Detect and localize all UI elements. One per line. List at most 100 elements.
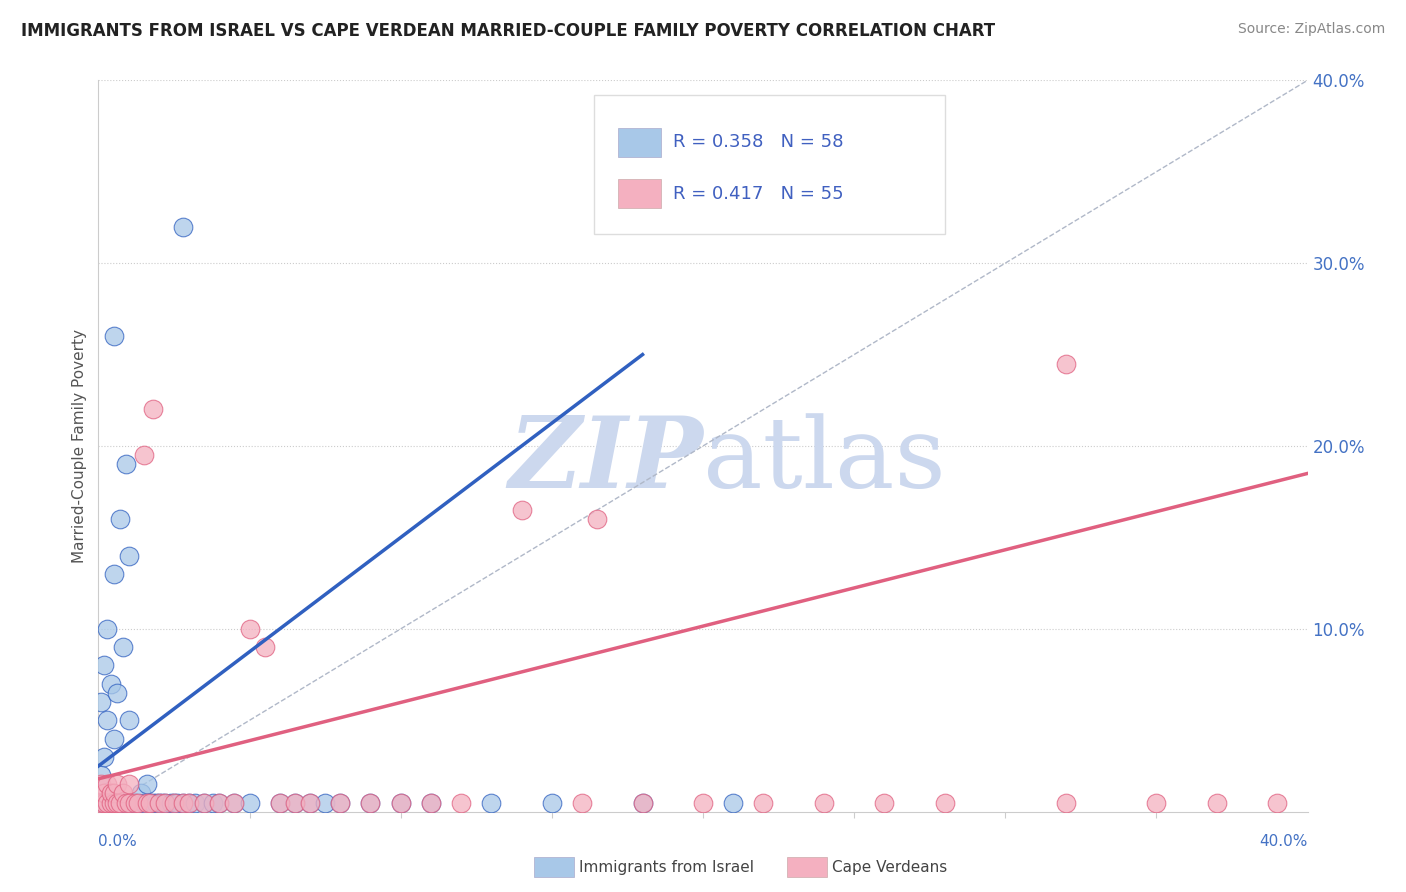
Point <box>145 796 167 810</box>
Point <box>631 796 654 810</box>
Point <box>179 796 201 810</box>
Point <box>100 787 122 801</box>
Text: Cape Verdeans: Cape Verdeans <box>832 860 948 874</box>
Point <box>329 796 352 810</box>
Text: R = 0.417   N = 55: R = 0.417 N = 55 <box>672 185 844 202</box>
Point <box>284 796 307 810</box>
Point <box>129 787 152 801</box>
FancyBboxPatch shape <box>619 179 661 209</box>
Point <box>96 622 118 636</box>
Point <box>329 796 352 810</box>
Point <box>224 796 246 810</box>
Point <box>100 676 122 690</box>
Point <box>360 796 382 810</box>
Point <box>121 796 143 810</box>
Point <box>132 796 155 810</box>
Text: 0.0%: 0.0% <box>98 834 138 849</box>
Y-axis label: Married-Couple Family Poverty: Married-Couple Family Poverty <box>72 329 87 563</box>
Point <box>139 796 162 810</box>
Point <box>153 796 176 810</box>
Point <box>103 567 125 582</box>
Point <box>96 796 118 810</box>
Point <box>450 796 472 810</box>
Point <box>153 796 176 810</box>
Point <box>148 796 170 810</box>
Point <box>105 796 128 810</box>
Point <box>142 796 165 810</box>
Point <box>105 686 128 700</box>
Point <box>108 512 131 526</box>
Point <box>90 768 112 782</box>
Point <box>208 796 231 810</box>
Point <box>103 731 125 746</box>
Text: Source: ZipAtlas.com: Source: ZipAtlas.com <box>1237 22 1385 37</box>
Text: Immigrants from Israel: Immigrants from Israel <box>579 860 754 874</box>
Point <box>193 796 215 810</box>
Point <box>299 796 322 810</box>
Point <box>166 796 188 810</box>
Point <box>360 796 382 810</box>
Point <box>93 787 115 801</box>
Point <box>813 796 835 810</box>
Text: 40.0%: 40.0% <box>1260 834 1308 849</box>
Point <box>118 714 141 728</box>
Point <box>184 796 207 810</box>
Point <box>105 777 128 791</box>
Point <box>90 796 112 810</box>
Point <box>148 796 170 810</box>
Point <box>269 796 291 810</box>
Point <box>103 796 125 810</box>
Point <box>111 787 134 801</box>
Point <box>118 796 141 810</box>
Point <box>510 503 533 517</box>
FancyBboxPatch shape <box>595 95 945 234</box>
Point <box>172 796 194 810</box>
Point <box>1054 796 1077 810</box>
Point <box>420 796 443 810</box>
Point <box>571 796 593 810</box>
Point <box>540 796 562 810</box>
Point <box>202 796 225 810</box>
Text: ZIP: ZIP <box>508 412 703 508</box>
Point <box>1206 796 1229 810</box>
Point <box>269 796 291 810</box>
Point <box>224 796 246 810</box>
Point <box>873 796 896 810</box>
Point <box>127 796 149 810</box>
Point <box>299 796 322 810</box>
Point <box>100 796 122 810</box>
Text: IMMIGRANTS FROM ISRAEL VS CAPE VERDEAN MARRIED-COUPLE FAMILY POVERTY CORRELATION: IMMIGRANTS FROM ISRAEL VS CAPE VERDEAN M… <box>21 22 995 40</box>
Point <box>90 695 112 709</box>
Point <box>284 796 307 810</box>
Point <box>934 796 956 810</box>
Point <box>481 796 503 810</box>
Point <box>163 796 186 810</box>
Point <box>752 796 775 810</box>
Point <box>127 796 149 810</box>
Point <box>111 796 134 810</box>
Point <box>208 796 231 810</box>
Point <box>103 787 125 801</box>
Point <box>96 796 118 810</box>
Point <box>1267 796 1289 810</box>
Point <box>139 796 162 810</box>
Point <box>114 457 136 471</box>
Point <box>160 796 183 810</box>
FancyBboxPatch shape <box>619 128 661 157</box>
Point <box>1144 796 1167 810</box>
Point <box>193 796 215 810</box>
Point <box>93 658 115 673</box>
Point <box>108 796 131 810</box>
Point <box>96 714 118 728</box>
Point <box>389 796 412 810</box>
Point <box>100 796 122 810</box>
Point <box>586 512 609 526</box>
Point <box>692 796 714 810</box>
Point <box>93 796 115 810</box>
Point <box>108 796 131 810</box>
Point <box>239 796 262 810</box>
Point <box>135 796 157 810</box>
Point <box>111 640 134 655</box>
Point <box>124 796 146 810</box>
Point <box>163 796 186 810</box>
